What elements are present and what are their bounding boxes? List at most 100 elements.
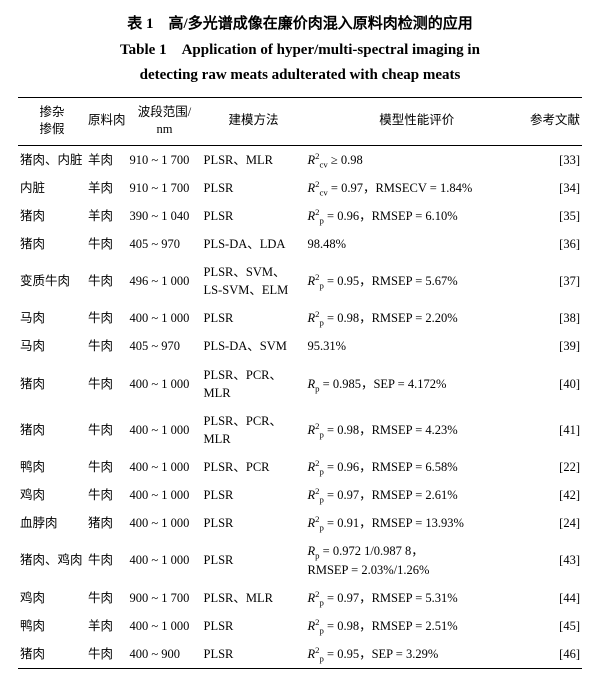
cell-adulterant: 猪肉 xyxy=(18,202,86,230)
table-caption: 表 1 高/多光谱成像在廉价肉混入原料肉检测的应用 Table 1 Applic… xyxy=(18,12,582,89)
cell-raw: 羊肉 xyxy=(86,174,128,202)
cell-method: PLSR xyxy=(202,481,306,509)
cell-adulterant: 马肉 xyxy=(18,304,86,332)
data-table: 掺杂掺假 原料肉 波段范围/nm 建模方法 模型性能评价 参考文献 猪肉、内脏羊… xyxy=(18,97,582,670)
header-row: 掺杂掺假 原料肉 波段范围/nm 建模方法 模型性能评价 参考文献 xyxy=(18,97,582,145)
table-row: 猪肉牛肉400 ~ 900PLSRR2p = 0.95，SEP = 3.29%[… xyxy=(18,640,582,669)
cell-raw: 羊肉 xyxy=(86,145,128,174)
cell-method: PLSR、MLR xyxy=(202,145,306,174)
cell-raw: 牛肉 xyxy=(86,407,128,453)
cell-perf: R2cv ≥ 0.98 xyxy=(306,145,528,174)
table-row: 猪肉牛肉400 ~ 1 000PLSR、PCR、MLRRp = 0.985，SE… xyxy=(18,361,582,407)
cell-ref: [34] xyxy=(528,174,582,202)
cell-method: PLSR xyxy=(202,537,306,583)
cell-perf: R2p = 0.98，RMSEP = 2.51% xyxy=(306,612,528,640)
cell-band: 400 ~ 900 xyxy=(128,640,202,669)
cell-raw: 牛肉 xyxy=(86,481,128,509)
cell-method: PLSR xyxy=(202,509,306,537)
table-row: 马肉牛肉400 ~ 1 000PLSRR2p = 0.98，RMSEP = 2.… xyxy=(18,304,582,332)
table-row: 猪肉牛肉400 ~ 1 000PLSR、PCR、MLRR2p = 0.98，RM… xyxy=(18,407,582,453)
cell-band: 400 ~ 1 000 xyxy=(128,537,202,583)
table-body: 猪肉、内脏羊肉910 ~ 1 700PLSR、MLRR2cv ≥ 0.98[33… xyxy=(18,145,582,669)
cell-perf: R2p = 0.97，RMSEP = 2.61% xyxy=(306,481,528,509)
cell-method: PLSR xyxy=(202,304,306,332)
cell-ref: [24] xyxy=(528,509,582,537)
cell-adulterant: 鸭肉 xyxy=(18,612,86,640)
cell-adulterant: 猪肉 xyxy=(18,361,86,407)
cell-band: 910 ~ 1 700 xyxy=(128,145,202,174)
cell-adulterant: 鸭肉 xyxy=(18,453,86,481)
cell-method: PLSR、MLR xyxy=(202,584,306,612)
cell-ref: [41] xyxy=(528,407,582,453)
cell-raw: 牛肉 xyxy=(86,258,128,304)
cell-raw: 羊肉 xyxy=(86,202,128,230)
table-row: 内脏羊肉910 ~ 1 700PLSRR2cv = 0.97，RMSECV = … xyxy=(18,174,582,202)
table-row: 鸡肉牛肉400 ~ 1 000PLSRR2p = 0.97，RMSEP = 2.… xyxy=(18,481,582,509)
cell-raw: 牛肉 xyxy=(86,304,128,332)
cell-ref: [44] xyxy=(528,584,582,612)
cell-perf: 95.31% xyxy=(306,332,528,360)
cell-ref: [39] xyxy=(528,332,582,360)
cell-adulterant: 鸡肉 xyxy=(18,584,86,612)
cell-adulterant: 猪肉 xyxy=(18,640,86,669)
cell-perf: R2p = 0.96，RMSEP = 6.58% xyxy=(306,453,528,481)
col-raw: 原料肉 xyxy=(86,97,128,145)
cell-method: PLSR、SVM、LS-SVM、ELM xyxy=(202,258,306,304)
cell-raw: 牛肉 xyxy=(86,361,128,407)
table-row: 鸡肉牛肉900 ~ 1 700PLSR、MLRR2p = 0.97，RMSEP … xyxy=(18,584,582,612)
cell-perf: R2cv = 0.97，RMSECV = 1.84% xyxy=(306,174,528,202)
cell-raw: 猪肉 xyxy=(86,509,128,537)
table-row: 变质牛肉牛肉496 ~ 1 000PLSR、SVM、LS-SVM、ELMR2p … xyxy=(18,258,582,304)
cell-band: 400 ~ 1 000 xyxy=(128,509,202,537)
cell-ref: [22] xyxy=(528,453,582,481)
col-ref: 参考文献 xyxy=(528,97,582,145)
table-row: 鸭肉牛肉400 ~ 1 000PLSR、PCRR2p = 0.96，RMSEP … xyxy=(18,453,582,481)
table-row: 猪肉羊肉390 ~ 1 040PLSRR2p = 0.96，RMSEP = 6.… xyxy=(18,202,582,230)
cell-method: PLSR xyxy=(202,174,306,202)
cell-method: PLSR、PCR、MLR xyxy=(202,361,306,407)
cell-method: PLSR xyxy=(202,640,306,669)
cell-adulterant: 内脏 xyxy=(18,174,86,202)
cell-band: 405 ~ 970 xyxy=(128,230,202,258)
cell-band: 910 ~ 1 700 xyxy=(128,174,202,202)
cell-perf: Rp = 0.972 1/0.987 8，RMSEP = 2.03%/1.26% xyxy=(306,537,528,583)
cell-ref: [40] xyxy=(528,361,582,407)
cell-adulterant: 马肉 xyxy=(18,332,86,360)
cell-adulterant: 猪肉 xyxy=(18,230,86,258)
table-row: 血脖肉猪肉400 ~ 1 000PLSRR2p = 0.91，RMSEP = 1… xyxy=(18,509,582,537)
cell-band: 400 ~ 1 000 xyxy=(128,612,202,640)
cell-method: PLSR xyxy=(202,612,306,640)
cell-raw: 羊肉 xyxy=(86,612,128,640)
cell-band: 496 ~ 1 000 xyxy=(128,258,202,304)
cell-perf: R2p = 0.95，SEP = 3.29% xyxy=(306,640,528,669)
cell-ref: [43] xyxy=(528,537,582,583)
table-row: 马肉牛肉405 ~ 970PLS-DA、SVM95.31%[39] xyxy=(18,332,582,360)
cell-adulterant: 变质牛肉 xyxy=(18,258,86,304)
cell-method: PLSR xyxy=(202,202,306,230)
table-row: 猪肉、鸡肉牛肉400 ~ 1 000PLSRRp = 0.972 1/0.987… xyxy=(18,537,582,583)
cell-raw: 牛肉 xyxy=(86,640,128,669)
cell-perf: R2p = 0.98，RMSEP = 4.23% xyxy=(306,407,528,453)
cell-perf: R2p = 0.91，RMSEP = 13.93% xyxy=(306,509,528,537)
cell-raw: 牛肉 xyxy=(86,453,128,481)
cell-perf: Rp = 0.985，SEP = 4.172% xyxy=(306,361,528,407)
table-row: 猪肉、内脏羊肉910 ~ 1 700PLSR、MLRR2cv ≥ 0.98[33… xyxy=(18,145,582,174)
col-perf: 模型性能评价 xyxy=(306,97,528,145)
cell-ref: [45] xyxy=(528,612,582,640)
cell-band: 390 ~ 1 040 xyxy=(128,202,202,230)
caption-cn: 表 1 高/多光谱成像在廉价肉混入原料肉检测的应用 xyxy=(18,12,582,38)
cell-ref: [35] xyxy=(528,202,582,230)
cell-raw: 牛肉 xyxy=(86,537,128,583)
cell-raw: 牛肉 xyxy=(86,230,128,258)
col-band: 波段范围/nm xyxy=(128,97,202,145)
cell-raw: 牛肉 xyxy=(86,584,128,612)
cell-adulterant: 血脖肉 xyxy=(18,509,86,537)
table-row: 猪肉牛肉405 ~ 970PLS-DA、LDA98.48%[36] xyxy=(18,230,582,258)
cell-band: 400 ~ 1 000 xyxy=(128,407,202,453)
cell-method: PLS-DA、SVM xyxy=(202,332,306,360)
cell-adulterant: 鸡肉 xyxy=(18,481,86,509)
cell-raw: 牛肉 xyxy=(86,332,128,360)
table-row: 鸭肉羊肉400 ~ 1 000PLSRR2p = 0.98，RMSEP = 2.… xyxy=(18,612,582,640)
cell-ref: [46] xyxy=(528,640,582,669)
cell-band: 400 ~ 1 000 xyxy=(128,481,202,509)
